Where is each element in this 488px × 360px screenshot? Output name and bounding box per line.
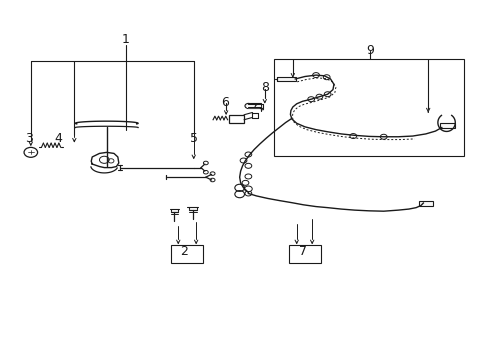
- Circle shape: [244, 186, 252, 192]
- Bar: [277, 77, 295, 81]
- Bar: [439, 122, 454, 127]
- Circle shape: [244, 174, 251, 179]
- Text: 7: 7: [299, 245, 307, 258]
- Text: 4: 4: [54, 132, 62, 145]
- Circle shape: [244, 163, 251, 168]
- Bar: [228, 115, 244, 123]
- Circle shape: [244, 191, 251, 196]
- Text: 3: 3: [25, 132, 33, 145]
- Text: 6: 6: [221, 95, 229, 108]
- Bar: [274, 59, 464, 156]
- Circle shape: [307, 97, 314, 102]
- Circle shape: [242, 180, 248, 185]
- Circle shape: [244, 152, 251, 157]
- Bar: [418, 201, 432, 206]
- Circle shape: [240, 158, 246, 163]
- Circle shape: [349, 134, 356, 139]
- Circle shape: [380, 134, 386, 139]
- Circle shape: [312, 73, 319, 77]
- Circle shape: [323, 75, 329, 80]
- Circle shape: [315, 94, 322, 99]
- Bar: [247, 103, 261, 108]
- Text: 9: 9: [366, 44, 373, 57]
- Circle shape: [324, 92, 330, 97]
- Text: 8: 8: [260, 81, 268, 94]
- Text: 1: 1: [122, 33, 130, 46]
- Text: 5: 5: [189, 132, 197, 145]
- Circle shape: [244, 103, 251, 108]
- Bar: [171, 244, 203, 263]
- Text: 2: 2: [180, 245, 187, 258]
- Bar: [288, 244, 320, 263]
